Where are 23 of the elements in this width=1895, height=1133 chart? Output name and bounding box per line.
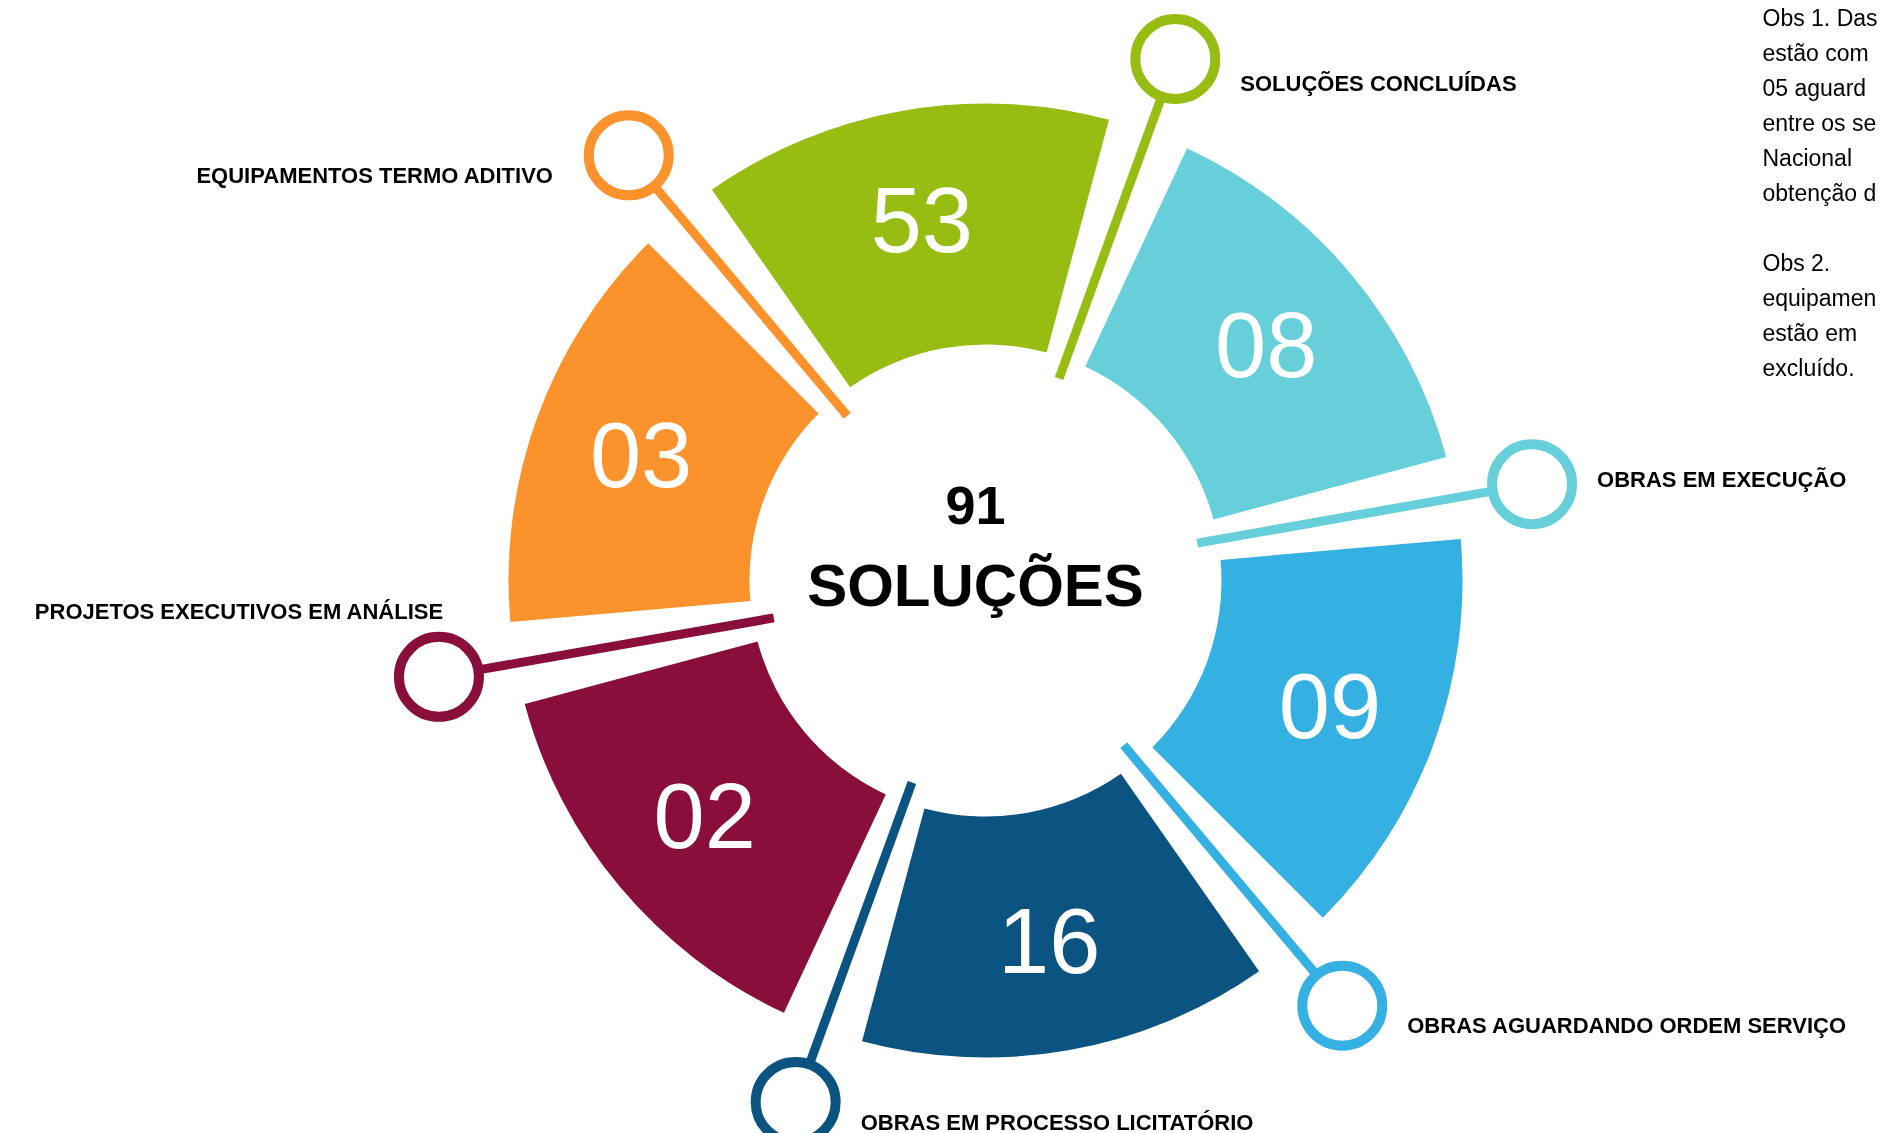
text: obtenção d [1762, 179, 1877, 206]
text: Nacional [1762, 144, 1852, 171]
text: estão em [1762, 319, 1858, 346]
category-label: PROJETOS EXECUTIVOS EM ANÁLISE [34, 599, 444, 625]
data-label: 08 [1215, 293, 1318, 396]
text: equipamen [1762, 284, 1877, 311]
text: Obs 2. [1762, 249, 1831, 276]
category-label: SOLUÇÕES CONCLUÍDAS [1240, 71, 1517, 97]
data-label: 09 [1278, 654, 1382, 757]
text: estão com [1762, 39, 1869, 66]
category-label: OBRAS AGUARDANDO ORDEM SERVIÇO [1407, 1013, 1847, 1039]
data-label: 02 [653, 765, 756, 868]
text: excluído. [1762, 354, 1855, 381]
text: 05 aguard [1762, 74, 1867, 101]
text: 91 SOLUÇÕES [807, 475, 1144, 619]
category-label: EQUIPAMENTOS TERMO ADITIVO [196, 162, 553, 188]
category-label: OBRAS EM PROCESSO LICITATÓRIO [860, 1109, 1254, 1133]
text: entre os se [1762, 109, 1877, 136]
data-label: 16 [997, 890, 1101, 993]
text: Obs 1. Das [1762, 4, 1878, 31]
data-label: 53 [870, 168, 974, 271]
data-label: 03 [589, 404, 693, 507]
category-label: OBRAS EM EXECUÇÃO [1597, 466, 1847, 492]
